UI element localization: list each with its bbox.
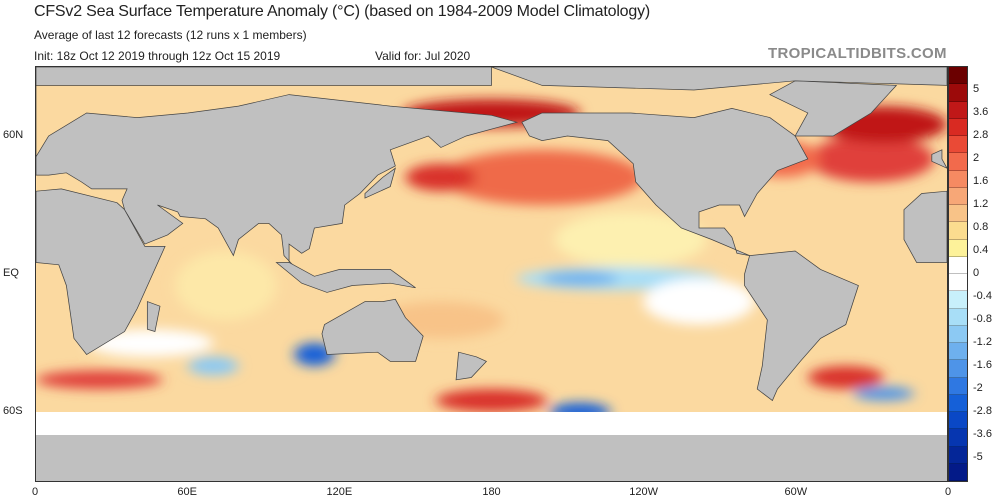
colorbar-label: 2.8: [973, 129, 989, 141]
y-tick-label: 60N: [3, 129, 24, 141]
greenland: [769, 80, 898, 137]
sst-anomaly-map: [35, 66, 948, 482]
colorbar-swatch: [949, 170, 967, 188]
indonesia: [275, 262, 416, 293]
colorbar-swatch: [949, 377, 967, 395]
colorbar-label: -5: [973, 451, 983, 463]
arctic-north: [491, 67, 947, 91]
colorbar-swatch: [949, 325, 967, 343]
chart-title: CFSv2 Sea Surface Temperature Anomaly (°…: [34, 3, 650, 20]
africa: [36, 188, 166, 355]
colorbar: [948, 66, 968, 482]
south-america: [744, 250, 859, 402]
colorbar-swatch: [949, 256, 967, 274]
colorbar-swatch: [949, 136, 967, 154]
colorbar-label: 2: [973, 152, 980, 164]
colorbar-label: -1.6: [973, 359, 992, 371]
sea-ice-south: [36, 412, 947, 435]
colorbar-swatch: [949, 222, 967, 240]
colorbar-label: -2: [973, 382, 983, 394]
africa-west: [903, 190, 947, 263]
colorbar-label: 0.4: [973, 244, 989, 256]
colorbar-swatch: [949, 446, 967, 464]
colorbar-label: 1.6: [973, 175, 989, 187]
x-tick-label: 0: [31, 486, 39, 498]
anomaly-field: [36, 99, 947, 422]
colorbar-label: -0.4: [973, 290, 992, 302]
colorbar-label: -2.8: [973, 405, 992, 417]
colorbar-swatch: [949, 394, 967, 412]
colorbar-label: 0.8: [973, 221, 989, 233]
colorbar-swatch: [949, 274, 967, 292]
colorbar-swatch: [949, 291, 967, 309]
y-tick-label: EQ: [3, 267, 19, 279]
colorbar-swatch: [949, 463, 967, 481]
colorbar-swatch: [949, 360, 967, 378]
colorbar-swatch: [949, 101, 967, 119]
colorbar-swatch: [949, 67, 967, 85]
brand-watermark: TROPICALTIDBITS.COM: [768, 45, 947, 62]
colorbar-swatch: [949, 343, 967, 361]
colorbar-label: -1.2: [973, 336, 992, 348]
eurasia: [36, 67, 519, 272]
colorbar-label: 1.2: [973, 198, 989, 210]
valid-time: Valid for: Jul 2020: [375, 49, 471, 63]
colorbar-swatch: [949, 84, 967, 102]
init-time: Init: 18z Oct 12 2019 through 12z Oct 15…: [34, 49, 281, 63]
colorbar-swatch: [949, 429, 967, 447]
colorbar-swatch: [949, 412, 967, 430]
x-tick-label: 0: [944, 486, 952, 498]
map-svg: [36, 67, 947, 481]
colorbar-label: -3.6: [973, 428, 992, 440]
colorbar-swatch: [949, 187, 967, 205]
new-zealand: [455, 351, 488, 381]
x-tick-label: 120W: [629, 486, 659, 498]
y-tick-label: 60S: [3, 405, 23, 417]
north-america: [521, 108, 809, 256]
australia: [321, 298, 424, 362]
x-tick-label: 120E: [326, 486, 353, 498]
x-tick-label: 180: [482, 486, 501, 498]
colorbar-label: -0.8: [973, 313, 992, 325]
continents: [36, 67, 947, 402]
chart-subtitle: Average of last 12 forecasts (12 runs x …: [34, 28, 307, 42]
colorbar-swatch: [949, 308, 967, 326]
colorbar-label: 5: [973, 83, 980, 95]
japan: [364, 167, 396, 199]
colorbar-swatch: [949, 205, 967, 223]
x-tick-label: 60E: [177, 486, 197, 498]
uk: [931, 149, 947, 169]
colorbar-swatch: [949, 239, 967, 257]
madagascar: [146, 301, 161, 332]
colorbar-label: 0: [973, 267, 980, 279]
colorbar-label: 3.6: [973, 106, 989, 118]
colorbar-swatch: [949, 118, 967, 136]
colorbar-swatch: [949, 153, 967, 171]
antarctica: [36, 435, 947, 481]
x-tick-label: 60W: [784, 486, 808, 498]
